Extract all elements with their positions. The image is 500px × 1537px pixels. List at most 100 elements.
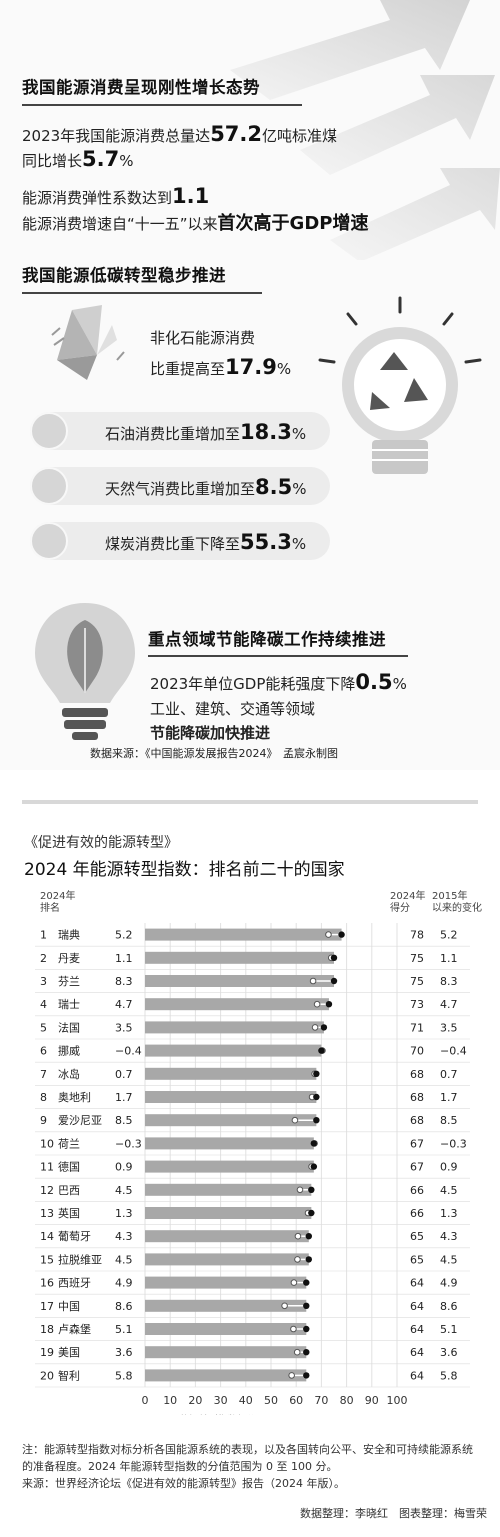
x-tick-label: 0 bbox=[142, 1394, 149, 1407]
country-label: 挪威 bbox=[58, 1044, 80, 1058]
x-tick-label: 30 bbox=[214, 1394, 228, 1407]
dot-2015 bbox=[290, 1325, 297, 1333]
dot-2024 bbox=[303, 1325, 310, 1333]
score-bar bbox=[145, 975, 334, 987]
dot-2015 bbox=[291, 1116, 299, 1124]
country-label: 瑞典 bbox=[58, 928, 80, 942]
dot-2024 bbox=[303, 1349, 310, 1356]
change-label-right: 8.3 bbox=[440, 975, 458, 988]
x-tick-label: 70 bbox=[314, 1394, 328, 1407]
change-label-left: 5.2 bbox=[115, 929, 133, 942]
score-label: 65 bbox=[410, 1253, 424, 1266]
sectors-line2: 节能降碳加快推进 bbox=[150, 724, 271, 742]
rank-label: 11 bbox=[40, 1161, 54, 1174]
score-label: 68 bbox=[410, 1091, 424, 1104]
dot-2024 bbox=[320, 1024, 328, 1031]
x-tick-label: 60 bbox=[289, 1394, 303, 1407]
dot-2024 bbox=[325, 1001, 333, 1008]
change-label-left: 4.7 bbox=[115, 998, 133, 1011]
country-label: 美国 bbox=[58, 1346, 80, 1359]
section-separator bbox=[22, 800, 478, 804]
change-label-right: 0.9 bbox=[440, 1161, 458, 1174]
dot-2024 bbox=[305, 1256, 312, 1263]
dot-2015 bbox=[281, 1302, 288, 1310]
dot-2015 bbox=[288, 1372, 295, 1379]
gdp-compare-line: 能源消费增速自“十一五”以来首次高于GDP增速 bbox=[22, 213, 369, 234]
change-label-left: 3.6 bbox=[115, 1346, 133, 1359]
credits: 数据整理：李晓红 图表整理：梅雪荣 bbox=[300, 1507, 487, 1520]
rank-label: 19 bbox=[40, 1346, 54, 1359]
section3-title: 重点领域节能降碳工作持续推进 bbox=[148, 630, 386, 649]
score-label: 64 bbox=[410, 1323, 424, 1336]
change-label-right: 0.7 bbox=[440, 1068, 458, 1081]
rising-arrows-icon bbox=[230, 0, 500, 260]
score-header: 2024年 得分 bbox=[390, 891, 426, 914]
coal-pill bbox=[30, 522, 330, 560]
score-bar bbox=[145, 1299, 307, 1312]
score-label: 65 bbox=[410, 1230, 424, 1243]
country-label: 荷兰 bbox=[58, 1137, 80, 1150]
rank-label: 16 bbox=[40, 1277, 54, 1290]
dot-2024 bbox=[308, 1209, 315, 1217]
x-tick-label: 10 bbox=[163, 1394, 177, 1407]
section1-divider bbox=[22, 104, 302, 106]
change-label-left: 8.6 bbox=[115, 1300, 133, 1313]
section3-divider bbox=[148, 655, 408, 657]
country-label: 葡萄牙 bbox=[58, 1230, 91, 1243]
change-label-right: 5.8 bbox=[440, 1369, 458, 1382]
rank-label: 6 bbox=[40, 1045, 47, 1058]
dot-2024 bbox=[308, 1186, 315, 1193]
rank-label: 8 bbox=[40, 1091, 47, 1104]
chart-title: 2024 年能源转型指数：排名前二十的国家 bbox=[24, 860, 345, 880]
country-label: 德国 bbox=[58, 1160, 80, 1174]
dot-2024 bbox=[305, 1233, 312, 1240]
score-label: 75 bbox=[410, 975, 424, 988]
score-label: 75 bbox=[410, 952, 424, 965]
score-label: 66 bbox=[410, 1207, 424, 1220]
change-label-right: 4.9 bbox=[440, 1277, 458, 1290]
gdp-intensity-line: 2023年单位GDP能耗强度下降0.5% bbox=[150, 670, 407, 694]
infographic-source: 数据来源：《中国能源发展报告2024》 孟宸永制图 bbox=[90, 747, 338, 760]
score-label: 67 bbox=[410, 1161, 424, 1174]
score-bar bbox=[145, 951, 334, 964]
leaf-bulb-icon bbox=[35, 603, 135, 740]
change-label-right: 3.6 bbox=[440, 1346, 458, 1359]
x-tick-label: 50 bbox=[264, 1394, 278, 1407]
rank-label: 18 bbox=[40, 1323, 54, 1336]
score-bar bbox=[145, 1253, 309, 1266]
dot-2024 bbox=[303, 1302, 310, 1309]
country-label: 卢森堡 bbox=[58, 1322, 91, 1336]
rank-label: 12 bbox=[40, 1184, 54, 1197]
country-label: 奥地利 bbox=[58, 1090, 91, 1104]
score-bar bbox=[145, 998, 329, 1011]
score-bar bbox=[145, 1230, 309, 1243]
score-label: 64 bbox=[410, 1369, 424, 1382]
total-consumption-line: 2023年我国能源消费总量达57.2亿吨标准煤 bbox=[22, 122, 338, 146]
change-label-left: 8.5 bbox=[115, 1114, 133, 1127]
dot-2024 bbox=[303, 1279, 310, 1286]
change-label-left: 3.5 bbox=[115, 1021, 133, 1034]
score-bar bbox=[145, 1114, 317, 1127]
score-label: 71 bbox=[410, 1021, 424, 1034]
rank-label: 17 bbox=[40, 1300, 54, 1313]
chart-subtitle: 《促进有效的能源转型》 bbox=[24, 835, 178, 851]
change-label-right: −0.3 bbox=[440, 1137, 467, 1150]
section1-title: 我国能源消费呈现刚性增长态势 bbox=[22, 78, 260, 97]
change-label-left: 5.8 bbox=[115, 1369, 133, 1382]
rank-label: 2 bbox=[40, 952, 47, 965]
change-label-left: 1.3 bbox=[115, 1207, 133, 1220]
change-label-left: −0.3 bbox=[115, 1137, 142, 1150]
score-label: 70 bbox=[410, 1045, 424, 1058]
dot-2024 bbox=[330, 954, 338, 961]
prism-icon bbox=[51, 305, 125, 380]
sectors-line: 工业、建筑、交通等领域 bbox=[150, 700, 316, 718]
country-label: 智利 bbox=[58, 1368, 80, 1382]
score-bar bbox=[145, 1067, 317, 1080]
change-label-left: 0.9 bbox=[115, 1161, 133, 1174]
change-label-right: 4.5 bbox=[440, 1253, 458, 1266]
country-label: 英国 bbox=[58, 1206, 80, 1220]
gas-pill bbox=[30, 467, 330, 505]
country-label: 中国 bbox=[58, 1300, 80, 1313]
score-bar bbox=[145, 1369, 307, 1382]
dot-2024 bbox=[330, 977, 338, 985]
